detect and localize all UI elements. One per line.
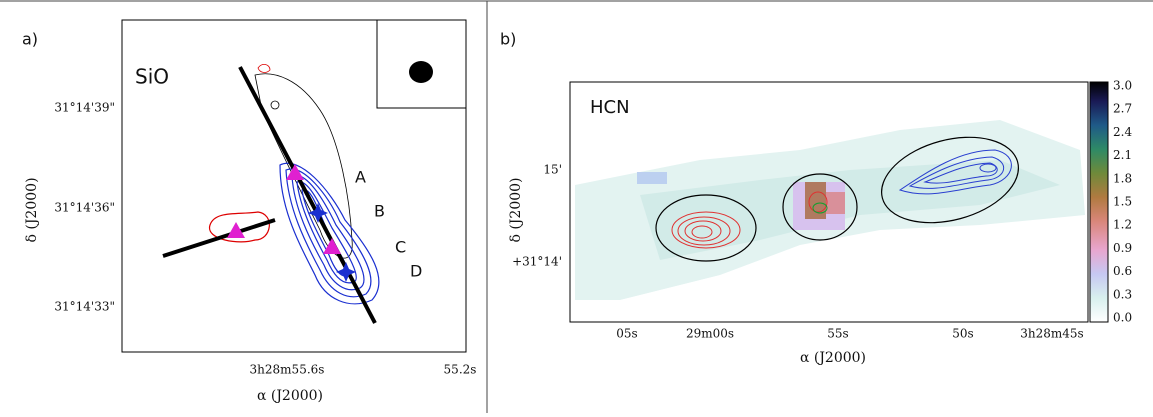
knot-label: A — [355, 168, 366, 187]
colorbar-tick-label: 2.7 — [1113, 102, 1132, 116]
colorbar-tick-label: 3.0 — [1113, 79, 1132, 93]
emission-map — [575, 120, 1085, 300]
y-axis-label: δ (J2000) — [508, 177, 524, 242]
colorbar — [1090, 82, 1108, 322]
x-tick-label: 50s — [952, 327, 973, 341]
colorbar-tick-label: 2.1 — [1113, 148, 1132, 162]
colorbar-tick-label: 0.6 — [1113, 264, 1132, 278]
x-tick-label: 29m00s — [686, 327, 734, 341]
triangles — [227, 164, 341, 254]
y-tick-label: +31°14' — [512, 255, 562, 269]
knot-label: B — [374, 202, 385, 221]
outflow-axis — [163, 220, 275, 256]
x-tick-label: 3h28m55.6s — [250, 363, 325, 377]
colorbar-tick-label: 0.0 — [1113, 311, 1132, 325]
colorbar-tick-label: 1.5 — [1113, 195, 1132, 209]
figure: a) SiO A B C D 31°14'39" 31°14'36" 31°14… — [0, 0, 1153, 413]
outflow-axis — [240, 67, 375, 323]
y-tick-label: 31°14'33" — [54, 300, 115, 314]
x-tick-label: 55s — [827, 327, 848, 341]
panel-label: a) — [22, 30, 38, 49]
x-axis-label: α (J2000) — [800, 350, 866, 366]
knot-label: C — [395, 238, 406, 257]
knot-label: D — [410, 262, 422, 281]
colorbar-tick-label: 2.4 — [1113, 125, 1132, 139]
x-tick-label: 3h28m45s — [1020, 327, 1083, 341]
y-tick-label: 15' — [543, 163, 562, 177]
y-tick-label: 31°14'36" — [54, 201, 115, 215]
y-tick-label: 31°14'39" — [54, 101, 115, 115]
x-axis-label: α (J2000) — [257, 388, 323, 404]
x-tick-label: 55.2s — [444, 363, 477, 377]
line-name: SiO — [135, 65, 169, 89]
black-contours — [255, 64, 352, 258]
colorbar-tick-label: 1.8 — [1113, 171, 1132, 185]
y-axis-label: δ (J2000) — [24, 177, 40, 242]
colorbar-tick-label: 1.2 — [1113, 218, 1132, 232]
beam — [409, 61, 433, 83]
x-tick-label: 05s — [616, 327, 637, 341]
colorbar-tick-label: 0.3 — [1113, 287, 1132, 301]
colorbar-tick-label: 0.9 — [1113, 241, 1132, 255]
panel-label: b) — [500, 30, 516, 49]
line-name: HCN — [590, 97, 630, 118]
